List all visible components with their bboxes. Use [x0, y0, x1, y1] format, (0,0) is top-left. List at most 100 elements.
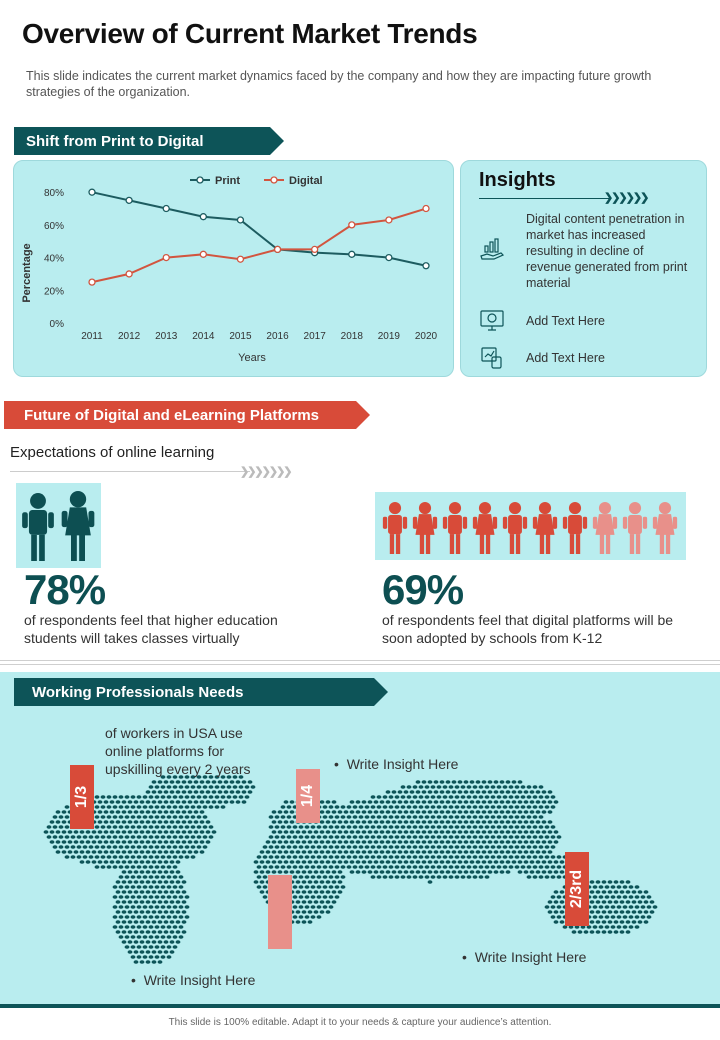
- man-icon: [22, 493, 54, 561]
- data-point-print: [236, 216, 245, 224]
- legend-marker: [270, 176, 278, 184]
- world-map-dots: [43, 775, 658, 964]
- page-subtitle: This slide indicates the current market …: [26, 69, 652, 99]
- map-tag-blank: [268, 875, 292, 949]
- section-banner-label: Working Professionals Needs: [32, 683, 244, 701]
- phone-chart-icon: [481, 347, 502, 369]
- hand-chart-icon: [480, 238, 505, 260]
- x-tick-label: 2017: [304, 331, 327, 342]
- man-icon: [622, 502, 648, 554]
- y-tick-label: 60%: [44, 221, 64, 232]
- x-tick-label: 2011: [81, 331, 103, 342]
- insight-label-b-text: Write Insight Here: [474, 949, 587, 965]
- section-banner-professionals: Working Professionals Needs: [14, 678, 388, 706]
- y-tick-label: 80%: [44, 188, 64, 199]
- map-tag-1-3: 1/3: [70, 765, 94, 829]
- data-point-digital: [385, 216, 393, 224]
- data-point-digital: [348, 221, 356, 229]
- man-icon: [442, 502, 468, 554]
- map-tag-label: 2/3rd: [568, 869, 585, 909]
- woman-icon: [61, 491, 95, 561]
- insight-label-a-text: Write Insight Here: [346, 756, 459, 772]
- x-axis-label: Years: [238, 352, 266, 364]
- woman-icon: [532, 502, 558, 554]
- x-tick-label: 2015: [229, 331, 252, 342]
- workers-text: of workers in USA use online platforms f…: [105, 725, 251, 777]
- expectations-heading: Expectations of online learning: [10, 444, 215, 461]
- insight-label-c-text: Write Insight Here: [143, 972, 256, 988]
- data-point-print: [88, 188, 96, 196]
- chart-card: 0% 20% 40% 60% 80% 2011 2012 2013 2014 2015 2016 20…: [13, 160, 454, 377]
- expectations-divider: [10, 471, 250, 472]
- data-point-digital: [88, 278, 96, 286]
- x-tick-label: 2012: [118, 331, 141, 342]
- y-tick-label: 0%: [50, 319, 65, 330]
- legend-label: Digital: [289, 175, 323, 187]
- y-tick-label: 40%: [44, 254, 64, 265]
- legend-label: Print: [215, 175, 240, 187]
- insight-item-2: Add Text Here: [526, 314, 605, 328]
- insight-label-a: • Write Insight Here: [334, 756, 459, 772]
- section-banner-print-digital: Shift from Print to Digital: [14, 127, 284, 155]
- chevrons-icon: ❯❯❯❯❯❯: [604, 192, 649, 204]
- insight-label-c: • Write Insight Here: [131, 972, 256, 988]
- people-icons-right: [382, 502, 678, 554]
- x-tick-label: 2013: [155, 331, 178, 342]
- man-icon: [562, 502, 588, 554]
- legend-marker: [196, 176, 204, 184]
- man-icon: [382, 502, 408, 554]
- data-point-print: [125, 196, 133, 205]
- data-point-print: [348, 250, 356, 258]
- footer-note: This slide is 100% editable. Adapt it to…: [168, 1017, 552, 1028]
- data-point-print: [199, 213, 207, 221]
- people-panel-right: [375, 492, 686, 560]
- data-point-digital: [162, 253, 170, 262]
- x-tick-label: 2019: [378, 331, 401, 342]
- data-point-digital: [125, 270, 133, 278]
- section-divider: [0, 664, 720, 665]
- monitor-icon: [480, 310, 504, 331]
- section-banner-elearning: Future of Digital and eLearning Platform…: [4, 401, 370, 429]
- section-banner-label: Shift from Print to Digital: [26, 132, 204, 150]
- series-line-print: [91, 191, 427, 267]
- x-tick-label: 2016: [266, 331, 289, 342]
- y-axis-label: Percentage: [21, 243, 33, 302]
- woman-icon: [472, 502, 498, 554]
- chevrons-icon: ❯❯❯❯❯❯❯: [240, 466, 293, 478]
- insights-divider: [479, 198, 609, 199]
- x-tick-label: 2014: [192, 331, 215, 342]
- data-point-digital: [273, 245, 282, 254]
- man-icon: [502, 502, 528, 554]
- data-point-print: [422, 262, 430, 270]
- x-tick-label: 2020: [415, 331, 438, 342]
- data-point-print: [162, 204, 170, 213]
- insights-title: Insights: [479, 169, 556, 191]
- map-tag-label: 1/4: [299, 784, 316, 808]
- stat2-value: 69%: [382, 566, 464, 613]
- page-title: Overview of Current Market Trends: [22, 18, 478, 49]
- bottom-rule: [0, 1004, 720, 1008]
- map-tag-label: 1/3: [73, 785, 90, 809]
- data-point-digital: [199, 250, 207, 258]
- woman-icon: [412, 502, 438, 554]
- insight-label-b: • Write Insight Here: [462, 949, 587, 965]
- insights-card: Insights ❯❯❯❯❯❯ Digital content penetrat…: [460, 160, 707, 377]
- people-icons-left: [22, 491, 95, 561]
- section-banner-label: Future of Digital and eLearning Platform…: [24, 406, 320, 424]
- data-point-digital: [236, 255, 245, 263]
- data-point-print: [385, 253, 393, 262]
- stat1-description: of respondents feel that higher educatio…: [24, 612, 278, 646]
- x-tick-label: 2018: [341, 331, 364, 342]
- series-line-digital: [91, 207, 427, 284]
- people-panel-left: [16, 483, 101, 568]
- map-tag-1-4: 1/4: [296, 769, 320, 823]
- map-panel: [0, 672, 720, 1005]
- woman-icon: [592, 502, 618, 554]
- map-dots: [43, 775, 658, 964]
- stat1-value: 78%: [24, 566, 106, 613]
- woman-icon: [652, 502, 678, 554]
- section-divider: [0, 660, 720, 661]
- insight-item-3: Add Text Here: [526, 351, 605, 365]
- data-point-digital: [311, 245, 319, 254]
- stat2-description: of respondents feel that digital platfor…: [382, 612, 674, 646]
